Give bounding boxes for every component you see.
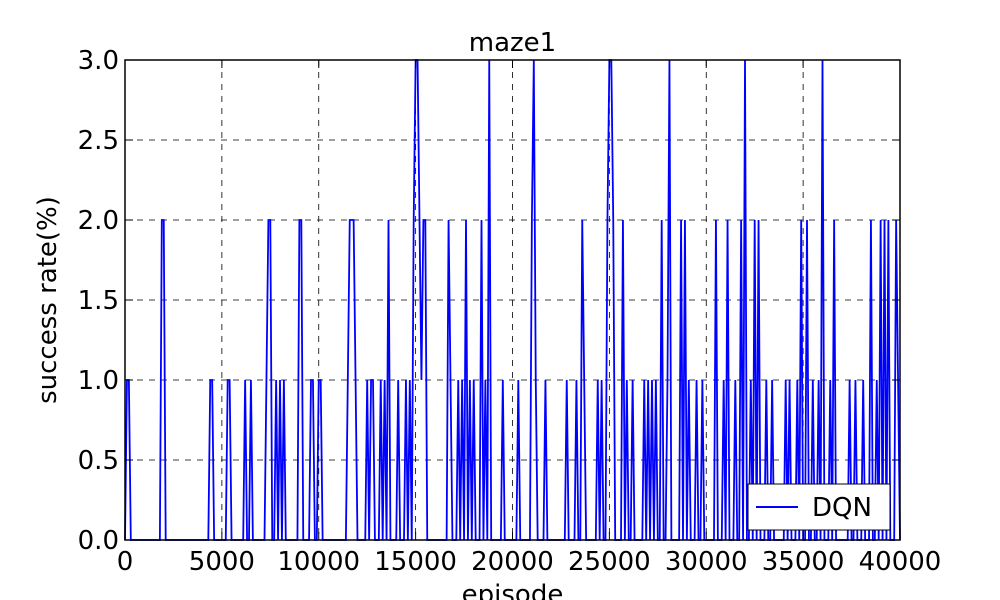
- x-tick-label: 15000: [374, 547, 457, 577]
- y-tick-label: 1.0: [78, 366, 119, 396]
- legend: DQN: [747, 483, 891, 531]
- x-tick-label: 0: [117, 547, 134, 577]
- x-tick-label: 10000: [277, 547, 360, 577]
- y-tick-label: 0.0: [78, 526, 119, 556]
- x-axis-label: episode: [462, 580, 564, 600]
- y-tick-label: 2.5: [78, 126, 119, 156]
- chart-title: maze1: [469, 28, 556, 58]
- x-tick-label: 35000: [762, 547, 845, 577]
- grid: [125, 60, 900, 540]
- y-tick-label: 3.0: [78, 46, 119, 76]
- legend-label-dqn: DQN: [812, 493, 872, 523]
- x-tick-label: 20000: [471, 547, 554, 577]
- axis-ticks: 0 5000 10000 15000 20000 25000 30000 35000 40000…: [78, 46, 942, 577]
- y-tick-label: 1.5: [78, 286, 119, 316]
- x-tick-label: 40000: [859, 547, 942, 577]
- x-tick-label: 25000: [568, 547, 651, 577]
- y-tick-label: 2.0: [78, 206, 119, 236]
- y-tick-label: 0.5: [78, 446, 119, 476]
- x-tick-label: 30000: [665, 547, 748, 577]
- y-axis-label: success rate(%): [33, 196, 63, 404]
- x-tick-label: 5000: [189, 547, 255, 577]
